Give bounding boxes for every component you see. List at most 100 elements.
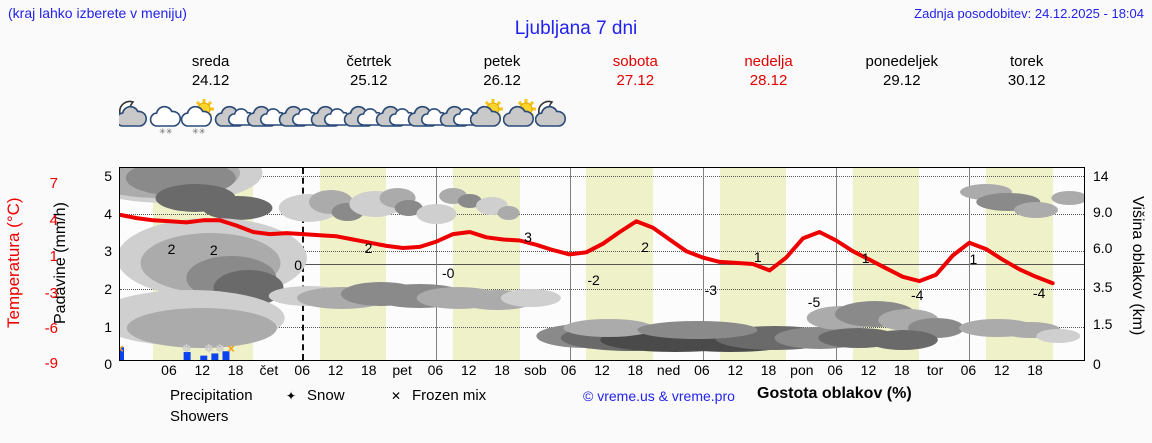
wind-barb-band (119, 137, 1085, 167)
precipitation-bar (183, 351, 191, 360)
day-header-4: nedelja 28.12 (702, 52, 835, 92)
showers-swatch (128, 412, 162, 423)
moon-cloud-icon (534, 100, 566, 127)
cloud-density-blob (1036, 329, 1081, 343)
cloud-icon (214, 105, 251, 127)
cloud-density-blob (500, 289, 561, 307)
day-name: nedelja (744, 53, 793, 70)
cloud-tick-2: 6.0 (1093, 240, 1113, 256)
time-tick-pon-19: pon (790, 362, 814, 378)
day-date: 26.12 (483, 72, 521, 89)
precipitation-bar (200, 355, 208, 360)
temperature-label-12: -4 (910, 286, 924, 303)
moon-cloud-icon (119, 100, 148, 127)
cloud-icon (311, 105, 348, 127)
frozen-mix-marker: × (227, 341, 235, 356)
cloud-tick-0: 14 (1093, 168, 1109, 184)
day-separator-5 (969, 168, 971, 360)
time-tick-čet-3: čet (259, 362, 279, 378)
cloud-density-blob (457, 194, 482, 208)
cloud-icon (278, 105, 316, 127)
temperature-label-11: 1 (861, 249, 870, 266)
hgrid-1 (120, 214, 1084, 216)
time-tick-06-12: 06 (560, 362, 577, 378)
cloud-icon (375, 105, 412, 127)
temperature-label-13: 1 (969, 250, 978, 267)
frozen-mix-icon: ✕ (390, 389, 402, 404)
temp-tick-3: -3 (44, 285, 58, 302)
svg-text:✳✳: ✳✳ (159, 127, 173, 136)
day-name: sobota (612, 53, 658, 70)
time-tick-12-25: 12 (993, 362, 1010, 378)
day-date: 30.12 (1007, 72, 1046, 89)
day-date: 29.12 (883, 72, 921, 89)
temperature-label-14: -4 (1032, 284, 1046, 301)
zero-line (120, 264, 1084, 265)
prec-tick-2: 3 (104, 243, 112, 259)
prec-tick-1: 4 (104, 206, 112, 222)
day-name: sreda (191, 53, 230, 70)
precipitation-bar (120, 347, 124, 360)
day-date: 25.12 (350, 72, 388, 89)
temperature-label-6: -2 (587, 272, 600, 288)
hgrid-0 (120, 176, 1084, 178)
legend-label-showers: Showers (170, 408, 229, 425)
axis-title-temperature: Temperatura (°C) (4, 197, 23, 329)
time-tick-12-13: 12 (594, 362, 610, 378)
frozen-mix-marker: × (120, 341, 124, 356)
cloud-density-blob (867, 330, 938, 350)
day-name: četrtek (346, 53, 392, 70)
time-tick-18-26: 18 (1027, 362, 1043, 378)
snow-marker: ❄ (182, 343, 191, 355)
time-tick-12-17: 12 (727, 362, 744, 378)
time-tick-12-9: 12 (460, 362, 477, 378)
legend-snow: ✦ Snow (283, 387, 345, 404)
day-header-3: sobota 27.12 (569, 52, 702, 92)
time-tick-06-0: 06 (161, 362, 177, 378)
day-header-6: torek 30.12 (968, 52, 1085, 92)
cloud-density-title: Gostota oblakov (%) (757, 385, 912, 402)
temperature-label-5: 3 (524, 229, 532, 246)
snow-marker: ❄ (204, 343, 213, 355)
hgrid-3 (120, 289, 1084, 291)
day-header-5: ponedeljek 29.12 (835, 52, 968, 92)
time-tick-06-8: 06 (427, 362, 444, 378)
day-date: 24.12 (191, 72, 230, 89)
snow-marker: ❄ (215, 343, 224, 355)
time-tick-06-4: 06 (294, 362, 310, 378)
day-separator-4 (836, 168, 838, 360)
precipitation-bar (211, 353, 219, 360)
cloud-density-blob (202, 196, 273, 220)
time-tick-06-24: 06 (960, 362, 977, 378)
temperature-label-2: 0 (294, 257, 303, 274)
temperature-curve (120, 212, 1055, 286)
day-header-1: četrtek 25.12 (302, 52, 435, 92)
temperature-label-9: 1 (753, 248, 762, 265)
cloud-density-blob (1014, 202, 1059, 218)
time-tick-06-16: 06 (694, 362, 710, 378)
cloud-icon (407, 105, 444, 127)
location-menu-note: (kraj lahko izberete v meniju) (8, 5, 187, 21)
time-tick-ned-15: ned (656, 362, 681, 378)
precipitation-bar (222, 351, 230, 360)
legend-label-snow: Snow (307, 387, 345, 404)
time-tick-06-20: 06 (827, 362, 843, 378)
prec-tick-3: 2 (104, 281, 112, 297)
day-separator-2 (569, 168, 571, 360)
weather-icon-band: ✳✳ ✳✳ (119, 97, 1085, 137)
temperature-label-1: 2 (209, 242, 218, 259)
last-updated: Zadnja posodobitev: 24.12.2025 - 18:04 (914, 6, 1144, 21)
cloud-and-temperature-layer: ❄❄❄×× (120, 168, 1084, 360)
time-tick-18-18: 18 (760, 362, 777, 378)
day-header-2: petek 26.12 (435, 52, 568, 92)
cloud-snow-icon: ✳✳ (150, 105, 182, 136)
legend-showers: Showers (128, 408, 228, 425)
copyright-link[interactable]: © vreme.us & vreme.pro (583, 388, 735, 404)
temp-tick-1: 4 (49, 212, 58, 229)
cloud-tick-5: 0 (1093, 356, 1101, 372)
cloud-tick-1: 9.0 (1093, 204, 1113, 220)
svg-text:✳✳: ✳✳ (192, 127, 206, 136)
hgrid-2 (120, 251, 1084, 253)
